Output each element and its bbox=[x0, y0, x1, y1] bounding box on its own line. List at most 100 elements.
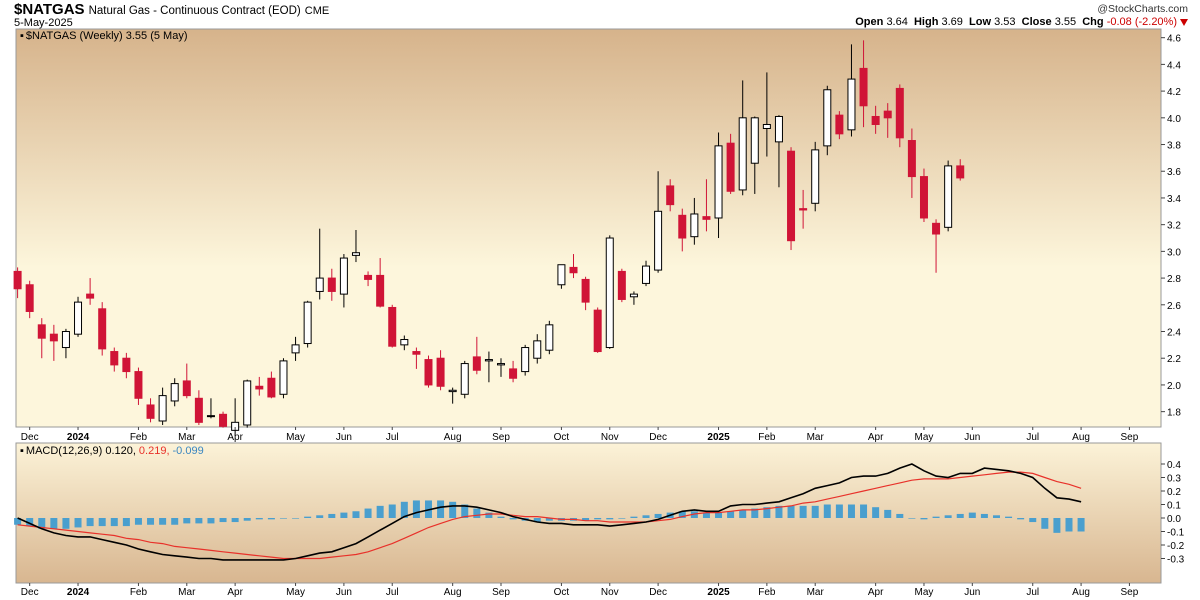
candle bbox=[883, 103, 892, 138]
macd-hist-bar bbox=[618, 518, 626, 519]
candle bbox=[593, 307, 602, 353]
high-value: 3.69 bbox=[941, 16, 963, 28]
candle bbox=[509, 360, 518, 383]
macd-hist-bar bbox=[437, 500, 445, 518]
macd-hist-bar bbox=[654, 513, 662, 518]
x-tick-label: Feb bbox=[758, 432, 776, 443]
macd-hist-bar bbox=[1005, 516, 1013, 518]
price-y-tick-label: 3.8 bbox=[1167, 141, 1181, 152]
candle-body bbox=[436, 357, 445, 387]
macd-line bbox=[17, 463, 1082, 561]
x-tick-label: Sep bbox=[1121, 432, 1139, 443]
candle-body bbox=[726, 142, 735, 192]
price-y-tick-label: 3.4 bbox=[1167, 194, 1181, 205]
price-y-tick-label: 4.6 bbox=[1167, 34, 1181, 45]
candle-body bbox=[738, 117, 747, 191]
candle bbox=[170, 378, 179, 407]
x-tick-label: Oct bbox=[554, 432, 570, 443]
macd-plot-area bbox=[15, 442, 1162, 584]
candle bbox=[859, 40, 868, 128]
x-tick-label: Feb bbox=[130, 432, 148, 443]
candle bbox=[847, 44, 856, 137]
candle-body bbox=[351, 252, 360, 256]
price-y-tick-label: 2.4 bbox=[1167, 328, 1181, 339]
candle bbox=[279, 358, 288, 399]
macd-hist-bar bbox=[74, 518, 82, 528]
candle bbox=[919, 168, 928, 222]
price-y-tick-label: 4.2 bbox=[1167, 87, 1181, 98]
candle bbox=[255, 376, 264, 396]
candle bbox=[315, 228, 324, 300]
candle bbox=[158, 387, 167, 425]
x-tick-label: Sep bbox=[492, 432, 510, 443]
macd-hist-bar bbox=[690, 511, 698, 518]
candle-body bbox=[557, 264, 566, 286]
candle-body bbox=[158, 395, 167, 422]
candle bbox=[714, 132, 723, 239]
candle-body bbox=[472, 356, 481, 371]
candle bbox=[122, 352, 131, 379]
candle bbox=[303, 300, 312, 348]
down-arrow-icon bbox=[1180, 18, 1188, 26]
candle bbox=[823, 85, 832, 156]
candle bbox=[74, 296, 83, 337]
low-label: Low bbox=[969, 16, 992, 28]
x-tick-label: Jul bbox=[386, 587, 399, 598]
candle bbox=[678, 208, 687, 252]
macd-hist-bar bbox=[896, 513, 904, 518]
price-y-tick-label: 3.0 bbox=[1167, 247, 1181, 258]
macd-y-tick-label: 0.0 bbox=[1167, 514, 1181, 525]
candle-body bbox=[581, 278, 590, 303]
candle bbox=[182, 363, 191, 399]
macd-hist-bar bbox=[606, 518, 614, 520]
macd-hist-bar bbox=[122, 518, 130, 527]
candle bbox=[400, 335, 409, 351]
candle bbox=[702, 179, 711, 232]
candle bbox=[497, 358, 505, 377]
macd-hist-bar bbox=[509, 518, 517, 520]
x-tick-label: Apr bbox=[227, 432, 243, 443]
watermark: @StockCharts.com bbox=[1097, 3, 1188, 15]
macd-hist-bar bbox=[956, 513, 964, 518]
macd-hist-bar bbox=[630, 516, 638, 518]
candle bbox=[86, 278, 95, 305]
candle-body bbox=[303, 301, 312, 345]
x-tick-label: Apr bbox=[227, 587, 243, 598]
price-y-tick-label: 2.2 bbox=[1167, 354, 1181, 365]
candle bbox=[25, 280, 34, 319]
macd-hist-bar bbox=[715, 512, 723, 518]
candle bbox=[799, 189, 808, 229]
candle bbox=[787, 147, 796, 251]
candle bbox=[448, 387, 457, 404]
x-tick-label: 2025 bbox=[707, 587, 730, 598]
macd-lines bbox=[17, 463, 1082, 561]
candle bbox=[605, 235, 614, 349]
macd-hist-bar bbox=[14, 518, 22, 525]
candle bbox=[907, 128, 916, 198]
candle bbox=[98, 302, 107, 356]
candle-body bbox=[424, 359, 433, 386]
macd-hist-bar bbox=[920, 518, 928, 520]
candle bbox=[424, 355, 433, 388]
x-tick-label: Aug bbox=[1072, 587, 1090, 598]
candle-body bbox=[388, 306, 397, 347]
candle bbox=[472, 336, 481, 375]
macd-hist-bar bbox=[847, 504, 855, 518]
candle-body bbox=[545, 324, 554, 351]
macd-hist-bar bbox=[1029, 518, 1037, 523]
candle bbox=[327, 268, 336, 301]
macd-legend: ▪ MACD(12,26,9) 0.120, 0.219, -0.099 bbox=[20, 445, 204, 457]
macd-hist-bar bbox=[739, 509, 747, 518]
macd-hist-bar bbox=[594, 518, 602, 520]
open-label: Open bbox=[855, 16, 884, 28]
macd-hist-bar bbox=[461, 504, 469, 518]
macd-y-axis: -0.3 -0.2 -0.1 0.0 0.1 0.2 0.3 0.4 bbox=[1161, 460, 1185, 566]
candle bbox=[666, 179, 675, 212]
macd-hist-bar bbox=[1041, 518, 1049, 529]
candle bbox=[388, 304, 397, 348]
x-tick-label: May bbox=[915, 432, 934, 443]
macd-hist-bar bbox=[412, 500, 420, 518]
candle-body bbox=[170, 383, 179, 402]
macd-hist-bar bbox=[582, 518, 590, 521]
candle-body bbox=[231, 421, 240, 431]
